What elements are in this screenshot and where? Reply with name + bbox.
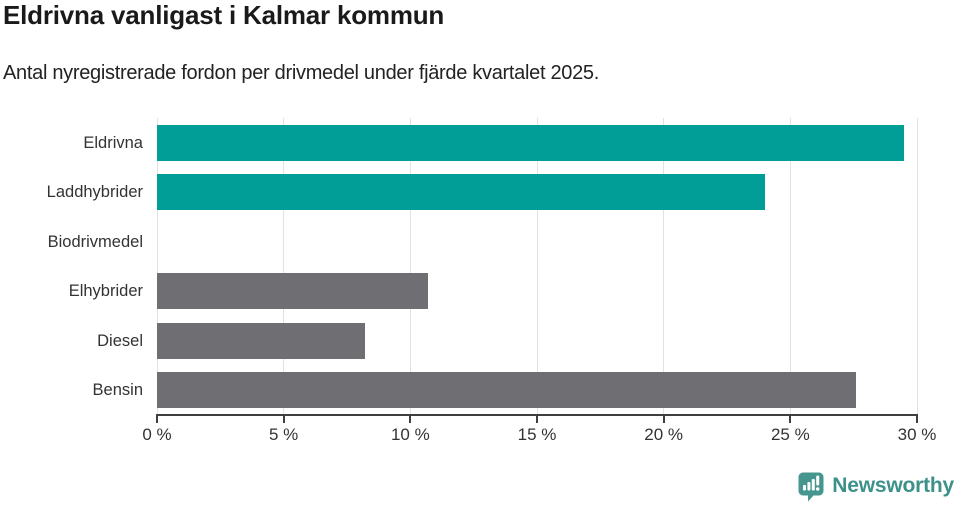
x-axis-tick-5 <box>282 416 285 423</box>
gridline-15pct <box>536 118 538 415</box>
x-axis-tick-25 <box>789 416 792 423</box>
x-axis-tick-10 <box>409 416 412 423</box>
x-axis-tick-20 <box>662 416 665 423</box>
brand-name: Newsworthy <box>832 474 954 497</box>
bar-elhybrider <box>157 273 429 310</box>
gridline-0pct <box>156 118 158 415</box>
gridline-30pct <box>916 118 918 415</box>
category-label-biodrivmedel: Biodrivmedel <box>47 232 143 251</box>
x-axis-tick-label-5: 5 % <box>269 425 299 444</box>
x-axis-tick-label-0: 0 % <box>142 425 172 444</box>
category-label-elhybrider: Elhybrider <box>68 282 143 301</box>
gridline-10pct <box>409 118 411 415</box>
category-label-eldrivna: Eldrivna <box>83 133 143 152</box>
gridline-20pct <box>663 118 665 415</box>
bar-bensin <box>157 372 857 409</box>
x-axis-tick-label-15: 15 % <box>517 425 557 444</box>
category-label-bensin: Bensin <box>92 381 143 400</box>
bar-laddhybrider <box>157 174 765 211</box>
gridline-5pct <box>283 118 285 415</box>
chart-subtitle: Antal nyregistrerade fordon per drivmede… <box>3 62 600 84</box>
newsworthy-logo-icon <box>797 471 825 502</box>
gridline-25pct <box>789 118 791 415</box>
x-axis-tick-label-20: 20 % <box>644 425 684 444</box>
bar-diesel <box>157 322 365 359</box>
chart-title: Eldrivna vanligast i Kalmar kommun <box>3 0 445 30</box>
category-label-diesel: Diesel <box>97 331 143 350</box>
x-axis-tick-label-25: 25 % <box>770 425 810 444</box>
x-axis-tick-30 <box>916 416 918 423</box>
category-label-laddhybrider: Laddhybrider <box>46 183 143 202</box>
brand-footer: Newsworthy <box>797 470 954 502</box>
x-axis-tick-label-30: 30 % <box>897 425 937 444</box>
x-axis-tick-label-10: 10 % <box>390 425 430 444</box>
x-axis-tick-15 <box>536 416 538 423</box>
bar-eldrivna <box>157 124 905 161</box>
x-axis-tick-0 <box>156 416 158 423</box>
x-axis-line <box>156 414 918 416</box>
